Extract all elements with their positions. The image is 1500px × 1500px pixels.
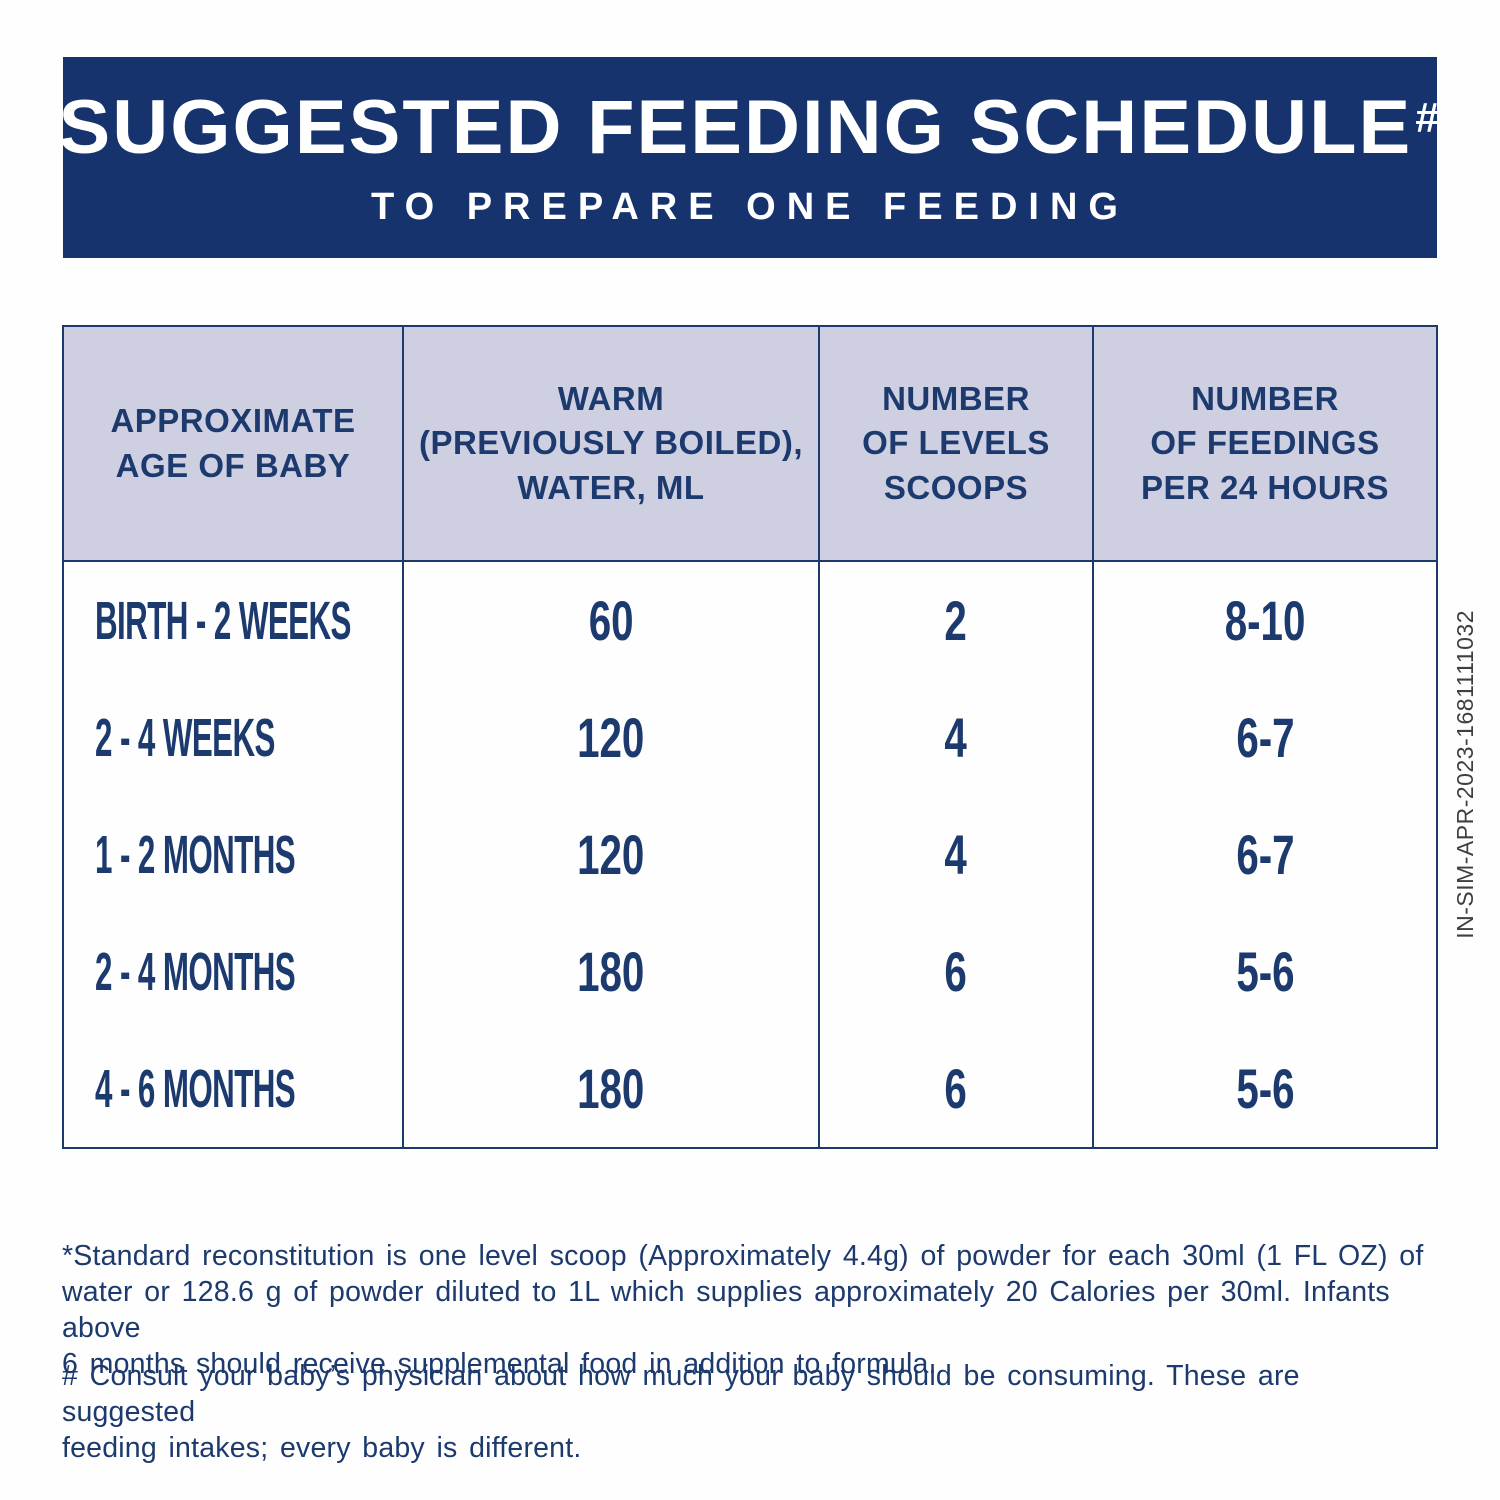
- table-row-3-scoops-cell: 4: [820, 796, 1094, 913]
- age-value: 4 - 6 MONTHS: [95, 1058, 296, 1119]
- feedings-value: 8-10: [1224, 588, 1306, 652]
- water-value: 120: [577, 705, 645, 769]
- table-row-2-water-cell: 120: [404, 679, 820, 796]
- table-row-1-scoops-cell: 2: [820, 562, 1094, 679]
- side-product-code: IN-SIM-APR-2023-1681111032: [1452, 610, 1478, 939]
- column-header-age: APPROXIMATE AGE OF BABY: [64, 327, 404, 562]
- feedings-value: 6-7: [1235, 822, 1295, 886]
- table-row-3-feedings-cell: 6-7: [1094, 796, 1436, 913]
- table-row-4-feedings-cell: 5-6: [1094, 913, 1436, 1030]
- scoops-value: 2: [944, 588, 968, 652]
- table-row-3-water-cell: 120: [404, 796, 820, 913]
- column-header-water: WARM (PREVIOUSLY BOILED), WATER, ML: [404, 327, 820, 562]
- scoops-value: 4: [944, 705, 968, 769]
- table-row-2-feedings-cell: 6-7: [1094, 679, 1436, 796]
- feedings-value: 6-7: [1235, 705, 1295, 769]
- column-header-feedings: NUMBER OF FEEDINGS PER 24 HOURS: [1094, 327, 1436, 562]
- water-value: 180: [577, 1056, 645, 1120]
- age-value: BIRTH - 2 WEEKS: [95, 590, 351, 651]
- scoops-value: 4: [944, 822, 968, 886]
- age-value: 2 - 4 WEEKS: [95, 707, 275, 768]
- table-row-5-scoops-cell: 6: [820, 1030, 1094, 1147]
- page-title: SUGGESTED FEEDING SCHEDULE#: [59, 89, 1442, 166]
- table-row-1-feedings-cell: 8-10: [1094, 562, 1436, 679]
- feedings-value: 5-6: [1235, 1056, 1295, 1120]
- feedings-value: 5-6: [1235, 939, 1295, 1003]
- table-row-5-water-cell: 180: [404, 1030, 820, 1147]
- age-value: 2 - 4 MONTHS: [95, 941, 296, 1002]
- table-row-3-age-cell: 1 - 2 MONTHS: [64, 796, 404, 913]
- scoops-value: 6: [944, 1056, 968, 1120]
- scoops-value: 6: [944, 939, 968, 1003]
- water-value: 120: [577, 822, 645, 886]
- water-value: 60: [588, 588, 634, 652]
- age-value: 1 - 2 MONTHS: [95, 824, 296, 885]
- footnote-standard-reconstitution: *Standard reconstitution is one level sc…: [62, 1240, 1424, 1380]
- title-footnote-marker: #: [1415, 93, 1442, 141]
- table-row-2-scoops-cell: 4: [820, 679, 1094, 796]
- table-row-5-feedings-cell: 5-6: [1094, 1030, 1436, 1147]
- table-row-5-age-cell: 4 - 6 MONTHS: [64, 1030, 404, 1147]
- table-row-4-water-cell: 180: [404, 913, 820, 1030]
- table-row-2-age-cell: 2 - 4 WEEKS: [64, 679, 404, 796]
- table-row-4-scoops-cell: 6: [820, 913, 1094, 1030]
- column-header-scoops: NUMBER OF LEVELS SCOOPS: [820, 327, 1094, 562]
- feeding-schedule-table: APPROXIMATE AGE OF BABY WARM (PREVIOUSLY…: [62, 325, 1438, 1149]
- water-value: 180: [577, 939, 645, 1003]
- footnote-consult-physician: # Consult your baby’s physician about ho…: [62, 1360, 1300, 1464]
- page-subtitle: TO PREPARE ONE FEEDING: [371, 185, 1129, 228]
- table-row-4-age-cell: 2 - 4 MONTHS: [64, 913, 404, 1030]
- title-banner: SUGGESTED FEEDING SCHEDULE# TO PREPARE O…: [59, 57, 1439, 258]
- page-title-text: SUGGESTED FEEDING SCHEDULE: [58, 84, 1413, 170]
- table-row-1-water-cell: 60: [404, 562, 820, 679]
- table-row-1-age-cell: BIRTH - 2 WEEKS: [64, 562, 404, 679]
